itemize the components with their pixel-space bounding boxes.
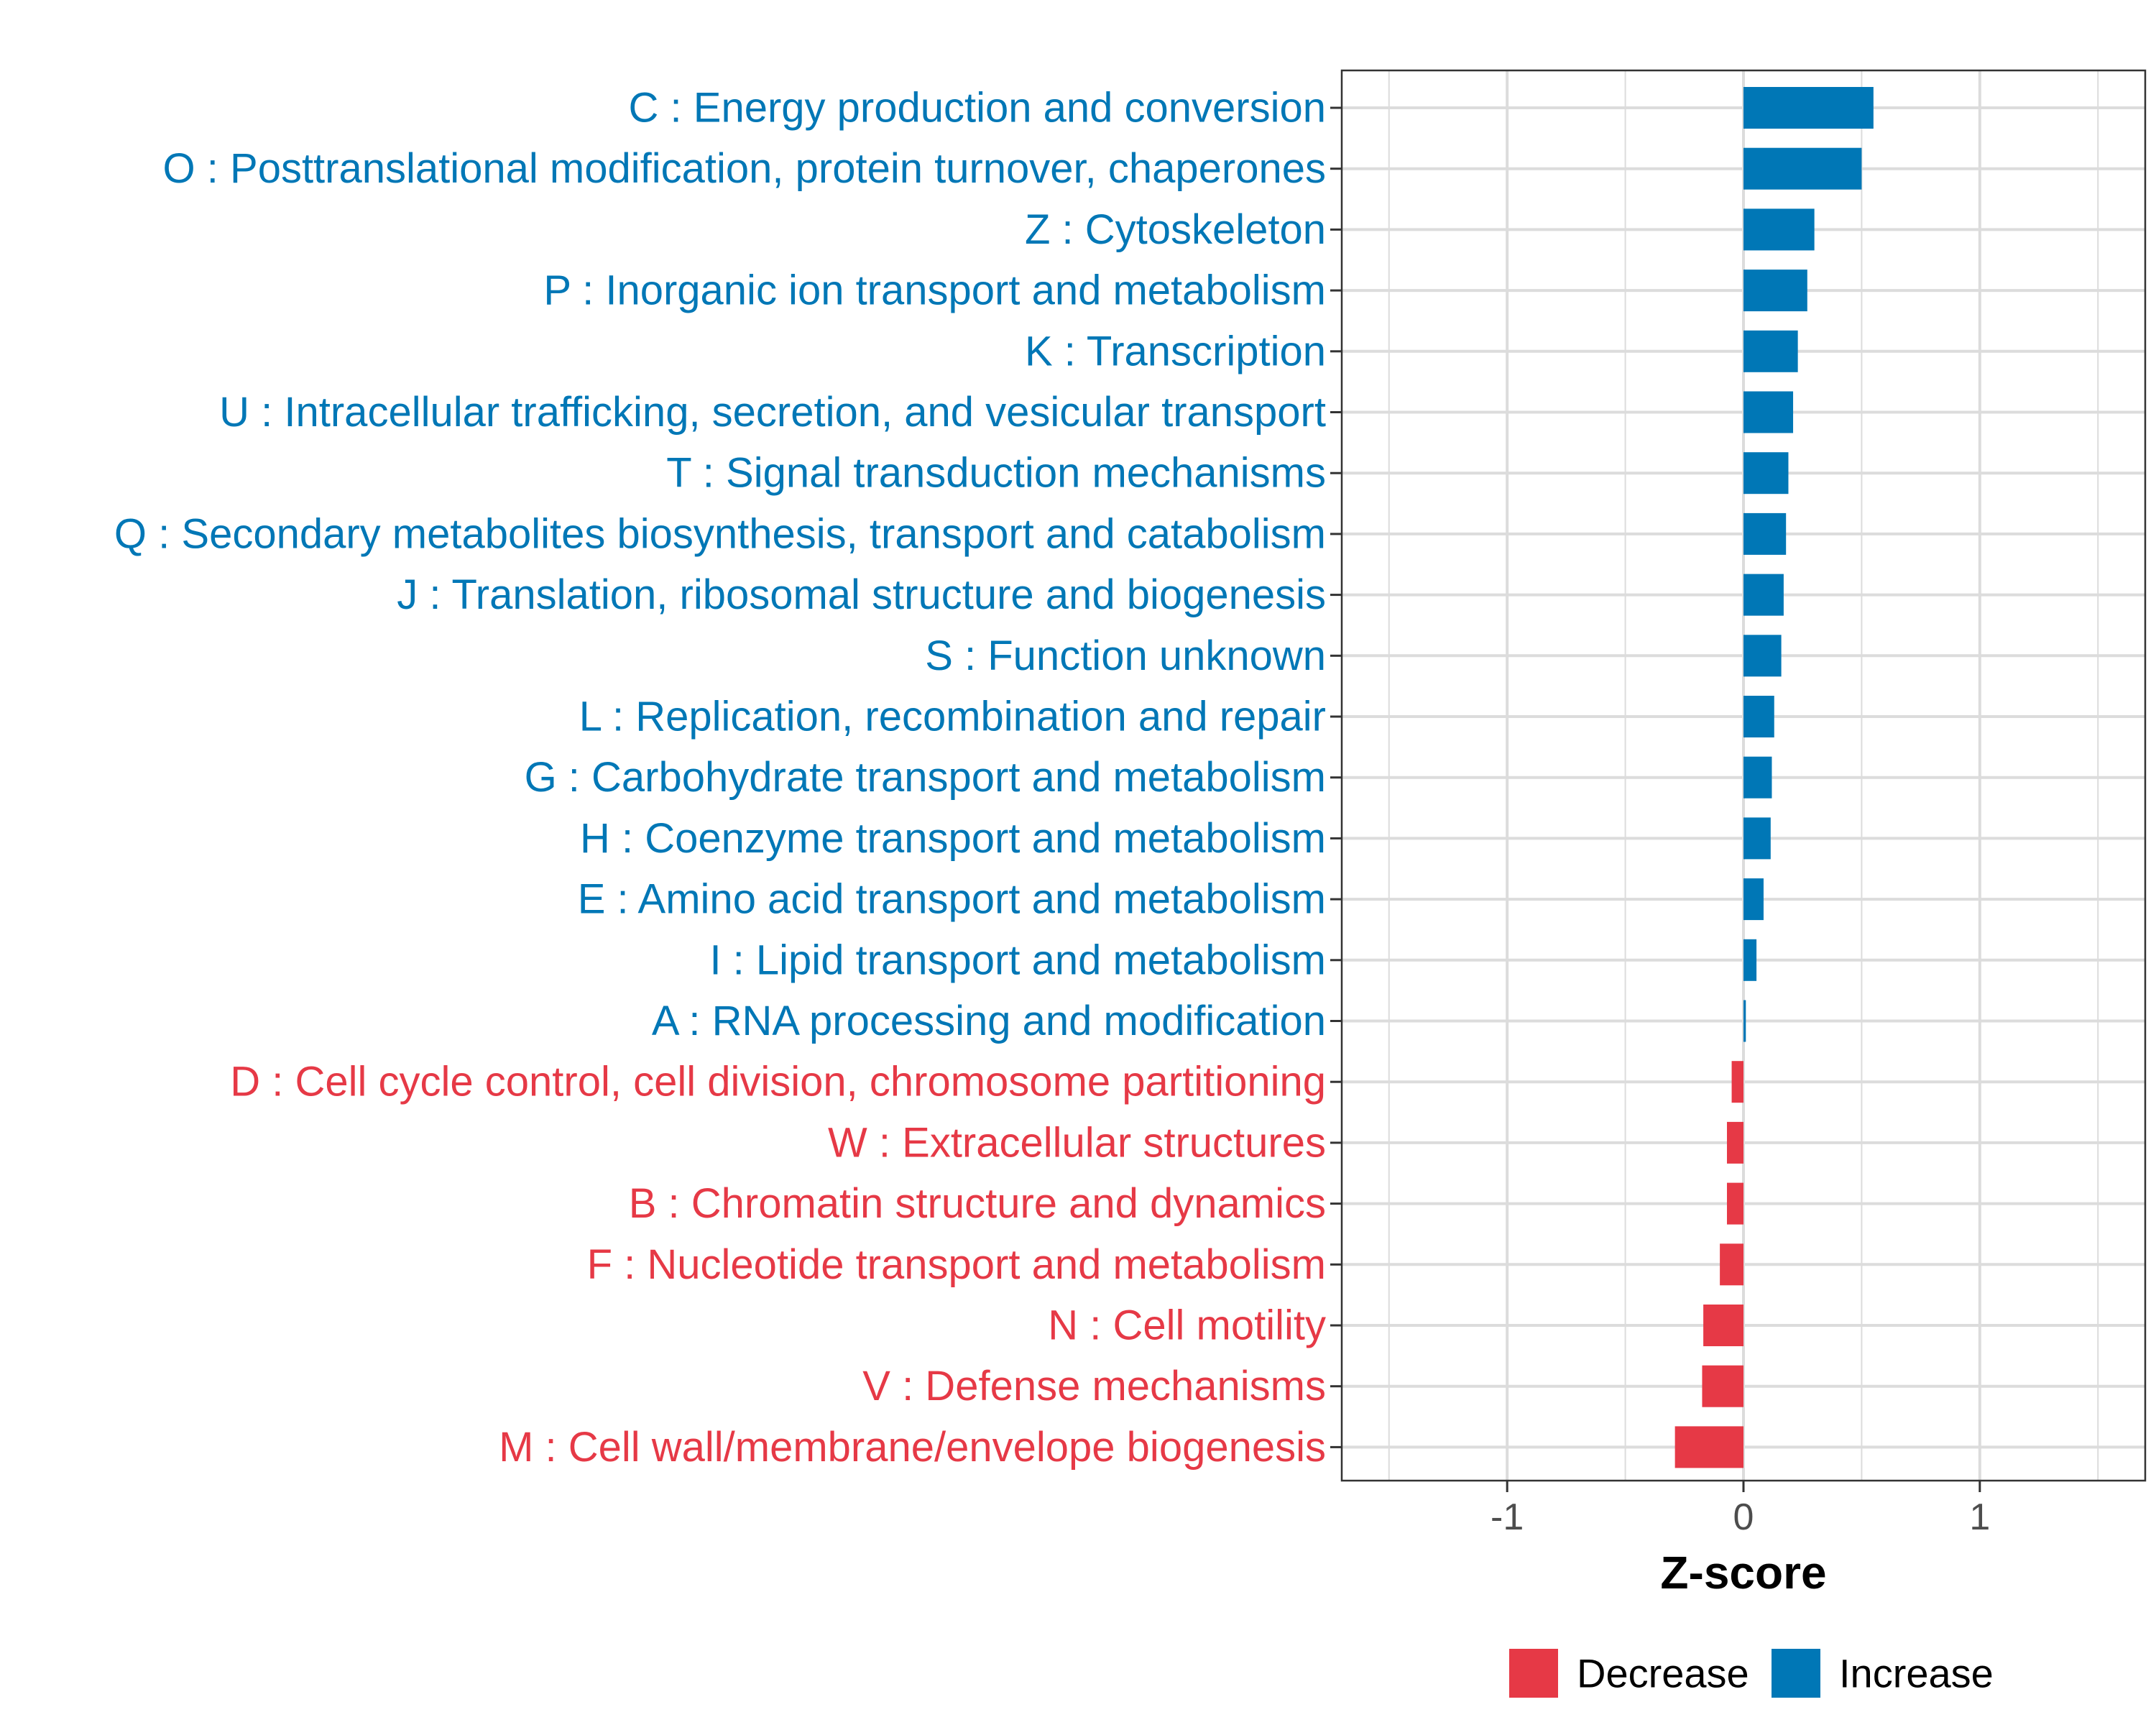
category-label: L : Replication, recombination and repai…: [579, 694, 1326, 740]
tick-layer: -1 0 1: [1330, 106, 1990, 1538]
category-labels: C : Energy production and conversion O : …: [114, 85, 1326, 1471]
bar: [1731, 1061, 1743, 1103]
legend-label: Decrease: [1577, 1651, 1749, 1696]
bar-layer: [1674, 87, 1874, 1468]
category-label: F : Nucleotide transport and metabolism: [587, 1241, 1326, 1288]
bar: [1726, 1121, 1743, 1164]
category-label: K : Transcription: [1025, 328, 1326, 374]
bar: [1743, 270, 1807, 312]
x-tick-label: -1: [1491, 1496, 1524, 1538]
bar: [1674, 1426, 1743, 1468]
legend-swatch: [1509, 1649, 1558, 1698]
bar: [1743, 635, 1782, 677]
bar: [1743, 87, 1874, 129]
bar: [1702, 1365, 1743, 1407]
category-label: S : Function unknown: [925, 632, 1326, 679]
bar: [1743, 696, 1774, 737]
bar: [1743, 817, 1771, 860]
category-label: D : Cell cycle control, cell division, c…: [230, 1059, 1326, 1105]
bar: [1743, 452, 1789, 494]
x-axis-title: Z-score: [1660, 1547, 1826, 1598]
bar: [1743, 756, 1772, 799]
category-label: E : Amino acid transport and metabolism: [578, 876, 1326, 923]
bar: [1743, 512, 1787, 555]
x-tick-label: 1: [1969, 1496, 1990, 1538]
category-label: Q : Secondary metabolites biosynthesis, …: [114, 510, 1326, 557]
bar: [1743, 208, 1815, 251]
category-label: W : Extracellular structures: [828, 1119, 1326, 1166]
bar: [1703, 1305, 1743, 1346]
category-label: T : Signal transduction mechanisms: [666, 450, 1326, 497]
category-label: H : Coenzyme transport and metabolism: [580, 815, 1326, 862]
category-label: G : Carbohydrate transport and metabolis…: [525, 754, 1326, 801]
category-label: N : Cell motility: [1048, 1302, 1326, 1349]
legend-swatch: [1772, 1649, 1820, 1698]
category-label: P : Inorganic ion transport and metaboli…: [543, 267, 1326, 314]
category-label: J : Translation, ribosomal structure and…: [397, 571, 1326, 618]
category-label: Z : Cytoskeleton: [1025, 206, 1326, 253]
legend-label: Increase: [1839, 1651, 1994, 1696]
category-label: I : Lipid transport and metabolism: [709, 937, 1326, 983]
bar: [1743, 391, 1794, 433]
category-label: B : Chromatin structure and dynamics: [629, 1180, 1326, 1227]
bar: [1726, 1182, 1743, 1225]
category-label: V : Defense mechanisms: [862, 1363, 1326, 1409]
bar: [1720, 1243, 1743, 1286]
bar: [1743, 147, 1862, 190]
category-label: U : Intracellular trafficking, secretion…: [219, 389, 1326, 436]
bar: [1743, 574, 1784, 616]
bar: [1743, 939, 1757, 981]
category-label: C : Energy production and conversion: [629, 85, 1326, 132]
bar: [1743, 1000, 1746, 1042]
category-label: O : Posttranslational modification, prot…: [163, 145, 1326, 192]
x-tick-label: 0: [1733, 1496, 1754, 1538]
bar: [1743, 878, 1764, 921]
bar: [1743, 330, 1798, 372]
category-label: A : RNA processing and modification: [652, 998, 1326, 1044]
legend: Decrease Increase: [1509, 1649, 1994, 1698]
category-label: M : Cell wall/membrane/envelope biogenes…: [499, 1424, 1326, 1471]
